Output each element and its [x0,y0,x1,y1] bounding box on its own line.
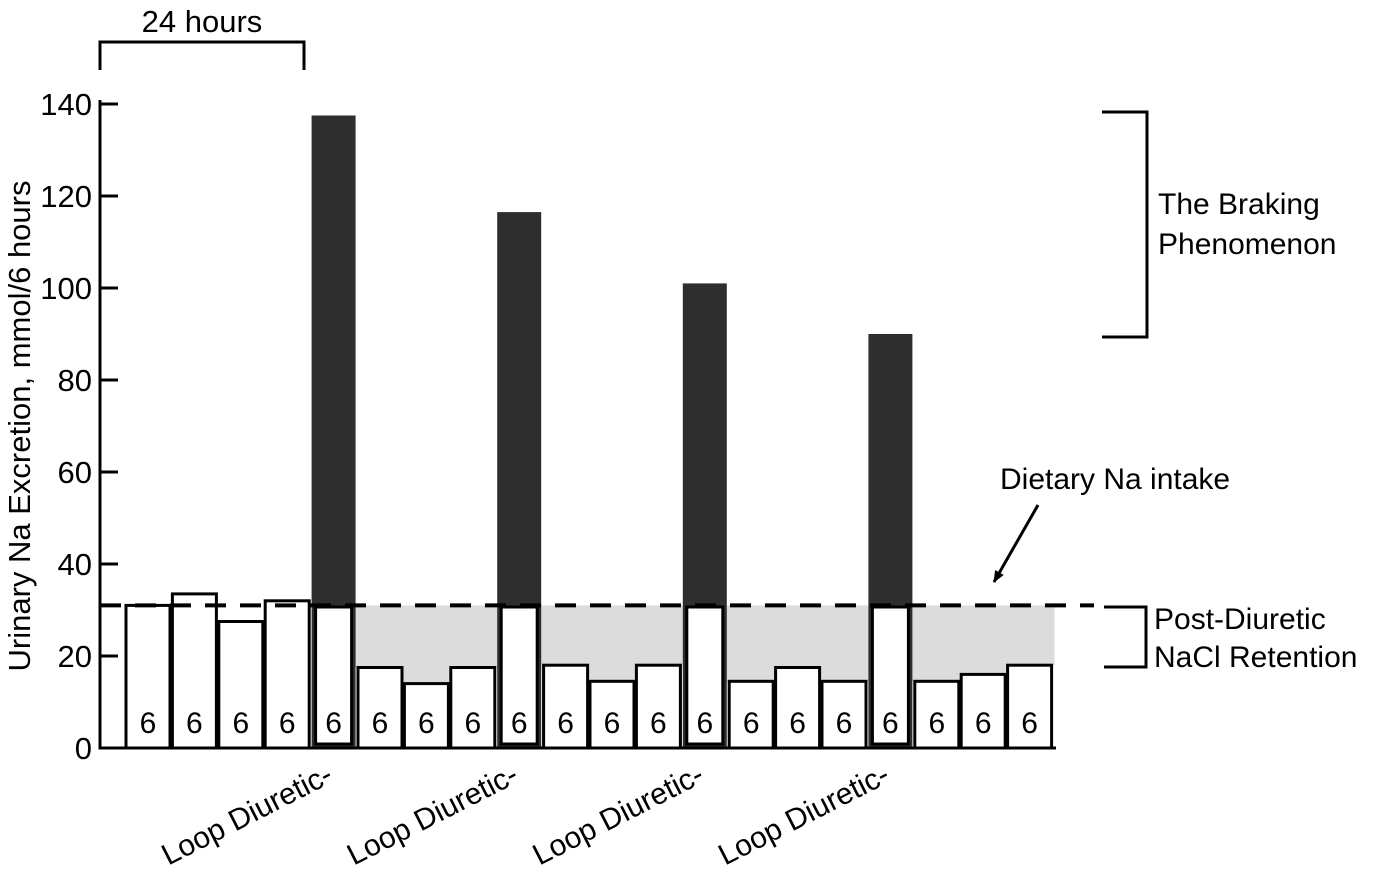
dietary-arrow [992,504,1040,583]
excretion-bar-15 [774,666,822,750]
duration-bracket-label: 24 hours [142,4,263,39]
retention-area-segment-8 [447,605,498,668]
diuretic-dose-bar-lower-5 [314,605,354,746]
bar-hours-label-8: 6 [464,707,481,740]
retention-area-segment-6 [355,605,405,668]
bar-hours-label-18: 6 [928,707,945,740]
y-tick-label-100: 100 [40,271,92,306]
diuretic-dose-bar-lower-17 [870,605,910,746]
diuretic-dose-bar-lower-9 [499,605,539,746]
x-group-label-2: Loop Diuretic- [342,758,523,872]
bar-hours-label-11: 6 [604,707,621,740]
bar-hours-label-7: 6 [418,707,435,740]
bar-hours-label-14: 6 [743,707,760,740]
retention-label-line1: Post-Diuretic [1154,603,1326,636]
excretion-bar-8 [449,666,497,750]
retention-area-segment-16 [819,605,869,682]
bar-hours-label-2: 6 [186,707,203,740]
retention-bracket [1104,605,1148,669]
x-group-label-1: Loop Diuretic- [156,758,337,872]
retention-area-segment-11 [587,605,637,682]
retention-area-segment-7 [401,605,452,684]
y-tick-label-20: 20 [58,639,92,674]
excretion-bar-12 [634,663,682,750]
retention-area-segment-20 [1004,605,1055,666]
bar-hours-label-16: 6 [836,707,853,740]
bar-hours-label-1: 6 [140,707,157,740]
bar-hours-label-6: 6 [372,707,389,740]
excretion-bar-4 [263,599,311,750]
bar-hours-label-4: 6 [279,707,296,740]
y-axis-title: Urinary Na Excretion, mmol/6 hours [2,181,37,672]
retention-area-segment-14 [726,605,777,682]
excretion-bar-19 [959,672,1007,750]
retention-area-segment-12 [633,605,684,666]
bar-hours-label-20: 6 [1021,707,1038,740]
y-tick-label-140: 140 [40,87,92,122]
bar-hours-label-12: 6 [650,707,667,740]
retention-area-segment-18 [911,605,962,682]
y-tick-label-120: 120 [40,179,92,214]
retention-area-segment-19 [958,605,1009,675]
y-tick-label-80: 80 [58,363,92,398]
excretion-bar-10 [542,663,590,750]
y-tick-label-0: 0 [75,731,92,766]
bar-hours-label-10: 6 [557,707,574,740]
bar-hours-label-5: 6 [325,707,342,740]
excretion-bar-7 [402,682,450,750]
dietary-na-label: Dietary Na intake [1000,463,1230,496]
braking-bracket [1102,110,1149,339]
duration-bracket [98,40,306,70]
retention-label-line2: NaCl Retention [1154,641,1357,674]
braking-label-line2: Phenomenon [1158,228,1336,261]
bar-hours-label-15: 6 [789,707,806,740]
excretion-bar-14 [727,679,775,750]
excretion-bar-20 [1006,663,1054,750]
y-tick-label-60: 60 [58,455,92,490]
bar-hours-label-19: 6 [975,707,992,740]
braking-label-line1: The Braking [1158,188,1320,221]
retention-area-segment-10 [540,605,591,666]
y-tick-label-40: 40 [58,547,92,582]
bar-hours-label-3: 6 [232,707,249,740]
bar-hours-label-9: 6 [511,707,528,740]
x-group-label-3: Loop Diuretic- [528,758,709,872]
excretion-bar-16 [820,679,868,750]
bar-hours-label-13: 6 [696,707,713,740]
x-group-label-4: Loop Diuretic- [713,758,894,872]
retention-area-segment-15 [772,605,823,668]
bar-hours-label-17: 6 [882,707,899,740]
